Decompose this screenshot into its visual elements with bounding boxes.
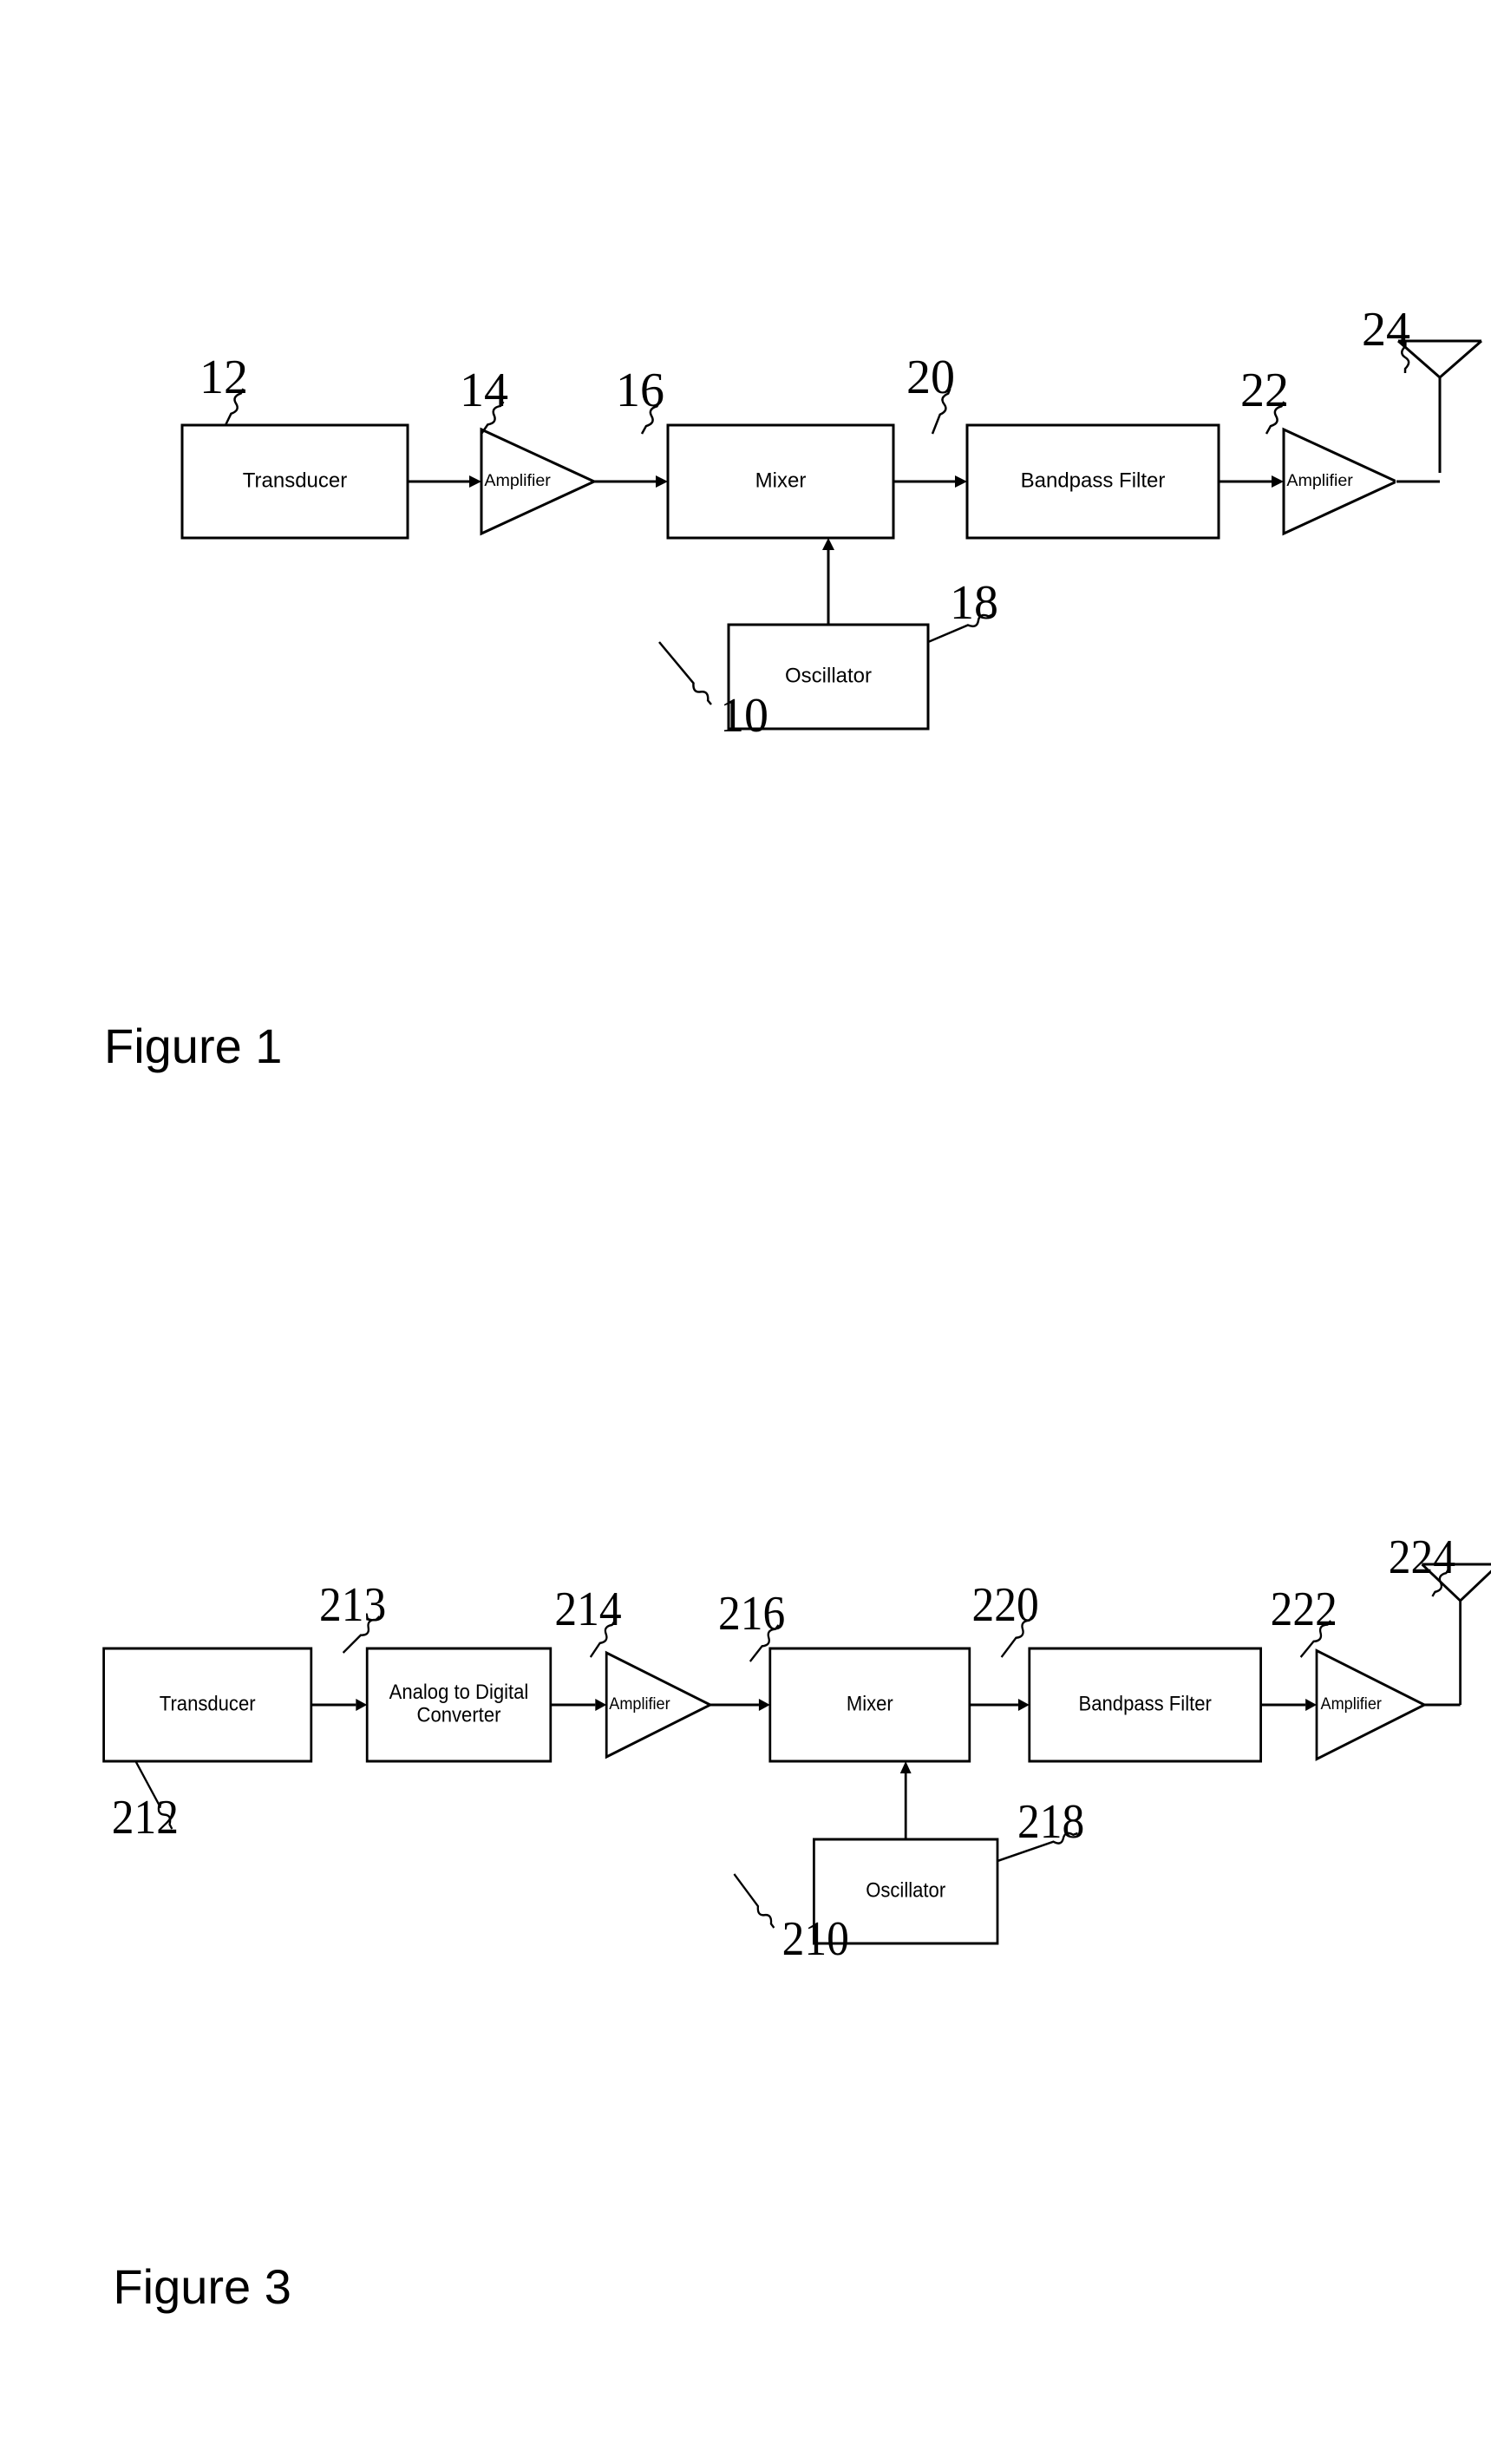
svg-text:22: 22 xyxy=(1240,364,1289,417)
svg-text:Analog to DigitalConverter: Analog to DigitalConverter xyxy=(389,1680,529,1726)
svg-text:Figure 3: Figure 3 xyxy=(113,2259,291,2314)
svg-text:16: 16 xyxy=(616,364,664,417)
svg-text:20: 20 xyxy=(906,351,955,404)
svg-text:216: 216 xyxy=(718,1586,785,1640)
svg-text:14: 14 xyxy=(460,364,508,417)
svg-text:210: 210 xyxy=(782,1911,849,1965)
svg-text:Figure 1: Figure 1 xyxy=(104,1019,282,1073)
svg-text:10: 10 xyxy=(720,689,768,743)
svg-text:Amplifier: Amplifier xyxy=(609,1695,670,1714)
svg-text:Mixer: Mixer xyxy=(755,469,807,492)
svg-text:Oscillator: Oscillator xyxy=(866,1877,945,1901)
svg-text:Bandpass Filter: Bandpass Filter xyxy=(1021,469,1166,492)
svg-text:213: 213 xyxy=(319,1577,386,1631)
svg-text:18: 18 xyxy=(950,576,998,630)
svg-text:214: 214 xyxy=(554,1582,621,1635)
svg-text:222: 222 xyxy=(1271,1582,1337,1635)
svg-text:Transducer: Transducer xyxy=(243,469,348,492)
svg-text:218: 218 xyxy=(1017,1794,1084,1848)
svg-text:Transducer: Transducer xyxy=(160,1691,256,1714)
svg-text:Amplifier: Amplifier xyxy=(1286,471,1353,490)
svg-text:Amplifier: Amplifier xyxy=(484,471,551,490)
svg-text:12: 12 xyxy=(199,351,248,404)
svg-text:Amplifier: Amplifier xyxy=(1321,1695,1382,1714)
svg-text:Oscillator: Oscillator xyxy=(785,664,872,687)
figure: Transducer 12 Amplifier 14 Mixer 16 Oscillator… xyxy=(104,303,1481,1073)
svg-text:Mixer: Mixer xyxy=(847,1691,893,1714)
diagram-canvas: Transducer 12 Amplifier 14 Mixer 16 Oscillator… xyxy=(0,0,1491,2464)
svg-text:220: 220 xyxy=(972,1577,1039,1631)
svg-text:224: 224 xyxy=(1389,1530,1455,1583)
svg-text:Bandpass Filter: Bandpass Filter xyxy=(1079,1691,1213,1714)
